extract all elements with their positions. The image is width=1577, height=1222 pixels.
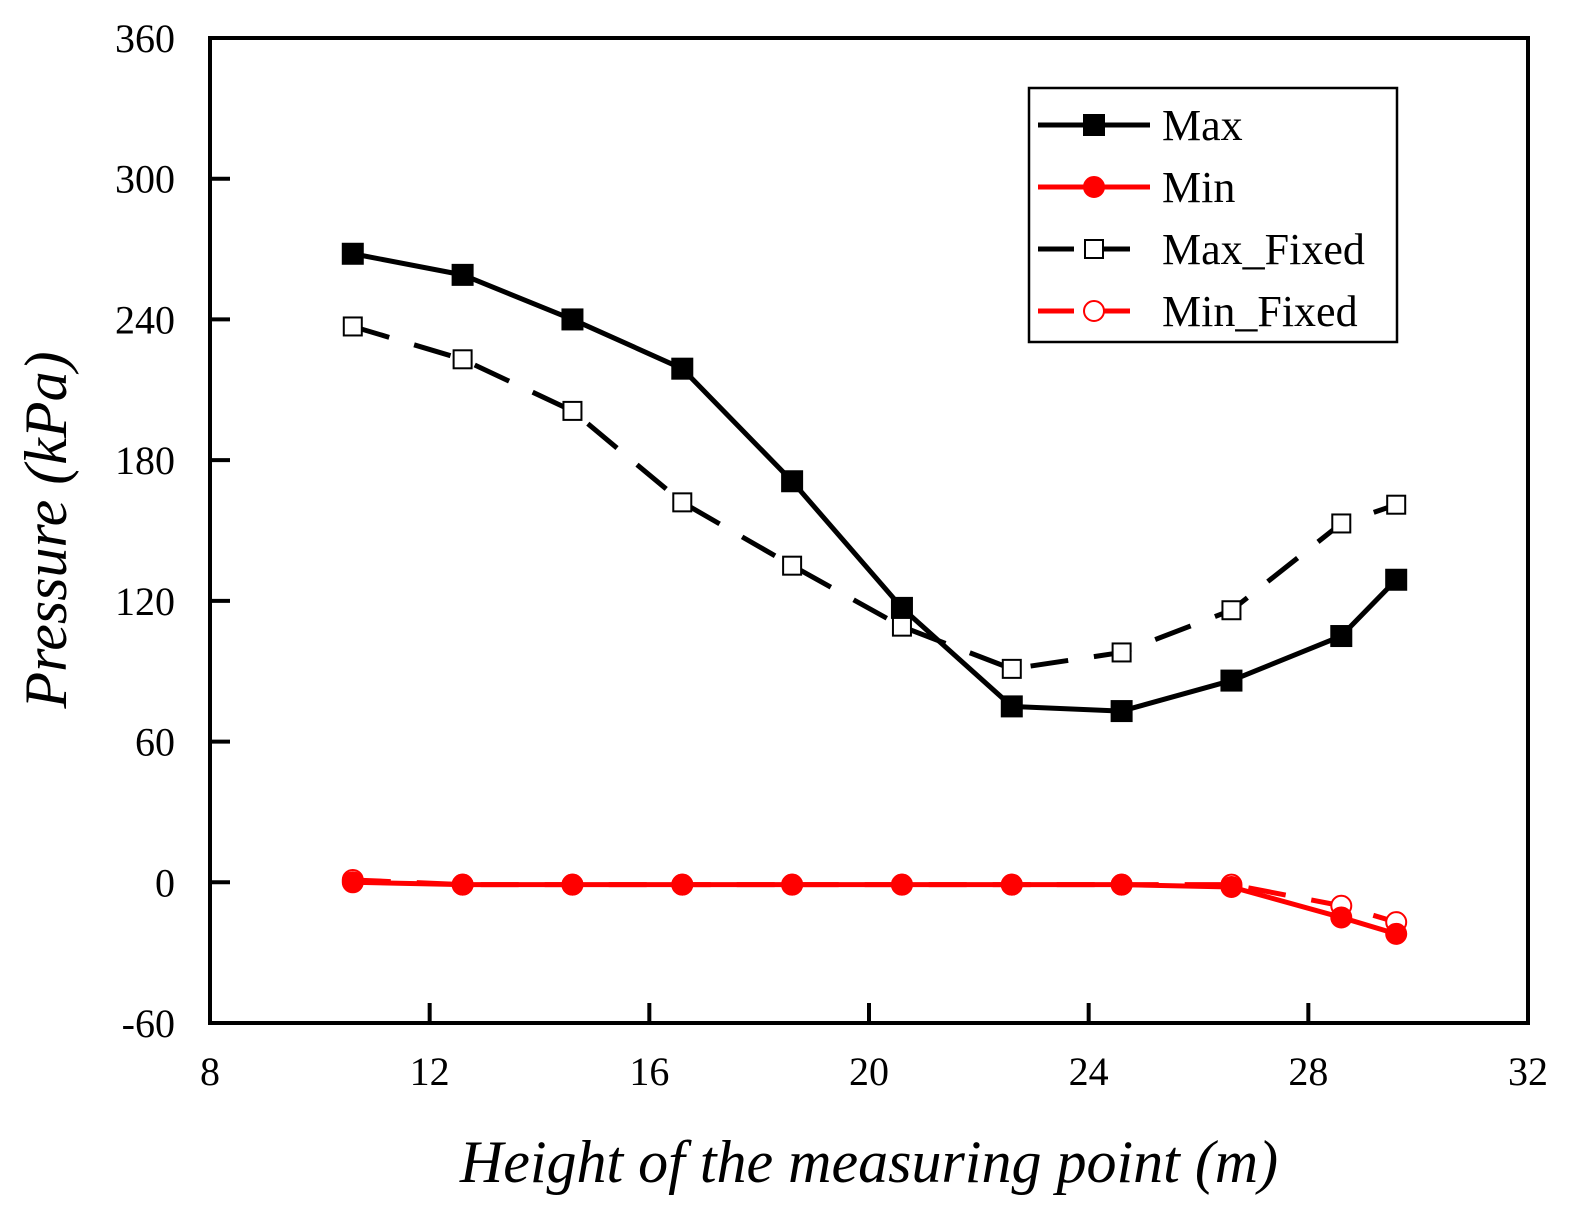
series-layer: [341, 242, 1408, 945]
legend: Max Min Max_Fixed Min_Fixed: [1027, 86, 1399, 344]
series-max-fixed-point: [452, 349, 473, 370]
series-min-point: [671, 873, 694, 896]
series-min: [341, 871, 1408, 945]
series-min-point: [561, 873, 584, 896]
series-max-point: [781, 470, 804, 493]
x-tick-label: 16: [629, 1049, 669, 1094]
series-max-fixed: [342, 316, 1407, 679]
series-min-point: [781, 873, 804, 896]
y-tick-label: 240: [115, 297, 175, 342]
series-max-point: [1110, 700, 1133, 723]
legend-marker-max-fixed: [1084, 239, 1104, 259]
x-axis-title: Height of the measuring point (m): [459, 1129, 1278, 1195]
series-max-fixed-point: [1386, 494, 1407, 515]
series-min-point: [1330, 906, 1353, 929]
series-min-fixed: [341, 868, 1408, 934]
y-tick-label: 300: [115, 157, 175, 202]
series-max-point: [451, 263, 474, 286]
series-max-fixed-point: [1221, 600, 1242, 621]
series-max-fixed-point: [342, 316, 363, 337]
y-tick-label: 60: [135, 720, 175, 765]
y-tick-label: -60: [122, 1001, 175, 1046]
legend-label-max-fixed: Max_Fixed: [1162, 225, 1365, 274]
series-min-point: [451, 873, 474, 896]
series-min-point: [1385, 922, 1408, 945]
series-max-fixed-point: [891, 616, 912, 637]
series-max-point: [1000, 695, 1023, 718]
series-max-point: [1220, 669, 1243, 692]
series-max-fixed-line: [352, 324, 1398, 672]
series-max-fixed-point: [672, 492, 693, 513]
series-max-point: [341, 242, 364, 265]
y-tick-label: 180: [115, 438, 175, 483]
x-tick-label: 32: [1508, 1049, 1548, 1094]
series-max-fixed-point: [1331, 513, 1352, 534]
y-tick-label: 120: [115, 579, 175, 624]
series-max-point: [671, 357, 694, 380]
series-min-point: [1220, 875, 1243, 898]
legend-marker-max: [1083, 114, 1105, 136]
y-axis-title: Pressure (kPa): [13, 351, 79, 709]
series-min-point: [890, 873, 913, 896]
series-max-point: [890, 596, 913, 619]
series-max-fixed-point: [562, 400, 583, 421]
ticks-layer: 8 12 16 20 24 28 32 -60 0 60 120 180 240 300 360: [115, 16, 1548, 1094]
x-tick-label: 28: [1288, 1049, 1328, 1094]
legend-label-max: Max: [1162, 101, 1243, 150]
series-max-fixed-point: [1111, 642, 1132, 663]
legend-marker-min: [1083, 176, 1105, 198]
x-tick-label: 8: [200, 1049, 220, 1094]
legend-label-min-fixed: Min_Fixed: [1162, 287, 1358, 336]
series-min-point: [341, 871, 364, 894]
x-tick-label: 24: [1069, 1049, 1109, 1094]
series-max-fixed-point: [782, 555, 803, 576]
series-min-point: [1110, 873, 1133, 896]
series-max: [341, 242, 1408, 723]
series-max-point: [1385, 568, 1408, 591]
series-max-point: [1330, 625, 1353, 648]
y-tick-label: 0: [155, 860, 175, 905]
series-max-fixed-point: [1001, 658, 1022, 679]
x-tick-label: 12: [410, 1049, 450, 1094]
series-max-point: [561, 308, 584, 331]
legend-marker-min-fixed: [1083, 300, 1105, 322]
legend-label-min: Min: [1162, 163, 1235, 212]
series-min-point: [1000, 873, 1023, 896]
x-tick-label: 20: [849, 1049, 889, 1094]
y-tick-label: 360: [115, 16, 175, 61]
